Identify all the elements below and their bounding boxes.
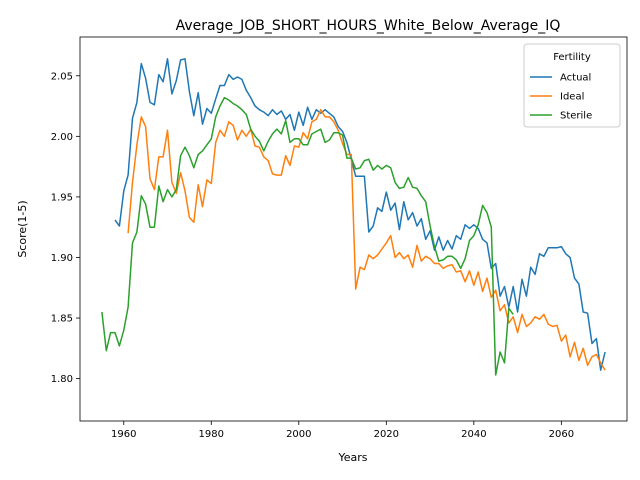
series-line-actual bbox=[114, 58, 606, 371]
legend-label-ideal: Ideal bbox=[560, 92, 584, 103]
series-lines bbox=[101, 58, 606, 376]
y-tick-label: 2.00 bbox=[51, 132, 73, 143]
x-tick-label: 2040 bbox=[461, 429, 486, 440]
x-axis-ticks: 1960 1980 2000 2020 2040 2060 bbox=[111, 421, 574, 440]
x-axis-label: Years bbox=[337, 451, 367, 464]
chart-title: Average_JOB_SHORT_HOURS_White_Below_Aver… bbox=[176, 18, 561, 34]
series-line-sterile bbox=[101, 96, 514, 376]
legend-box bbox=[523, 43, 621, 128]
y-tick-label: 1.85 bbox=[51, 314, 73, 325]
y-axis-ticks: 1.80 1.85 1.90 1.95 2.00 2.05 bbox=[51, 71, 80, 385]
series-line-ideal bbox=[127, 108, 606, 371]
x-tick-label: 2020 bbox=[374, 429, 399, 440]
y-tick-label: 1.90 bbox=[51, 253, 73, 264]
x-tick-label: 2000 bbox=[286, 429, 311, 440]
y-tick-label: 1.80 bbox=[51, 374, 73, 385]
x-tick-label: 1980 bbox=[199, 429, 224, 440]
plot-frame bbox=[79, 36, 628, 422]
legend-label-sterile: Sterile bbox=[560, 111, 592, 122]
y-tick-label: 2.05 bbox=[51, 71, 73, 82]
x-tick-label: 1960 bbox=[111, 429, 136, 440]
y-axis-label: Score(1-5) bbox=[16, 200, 29, 257]
legend-label-actual: Actual bbox=[560, 73, 591, 84]
legend-title: Fertility bbox=[553, 52, 591, 63]
x-tick-label: 2060 bbox=[549, 429, 574, 440]
legend: Fertility Actual Ideal Sterile bbox=[523, 43, 621, 128]
y-tick-label: 1.95 bbox=[51, 192, 73, 203]
